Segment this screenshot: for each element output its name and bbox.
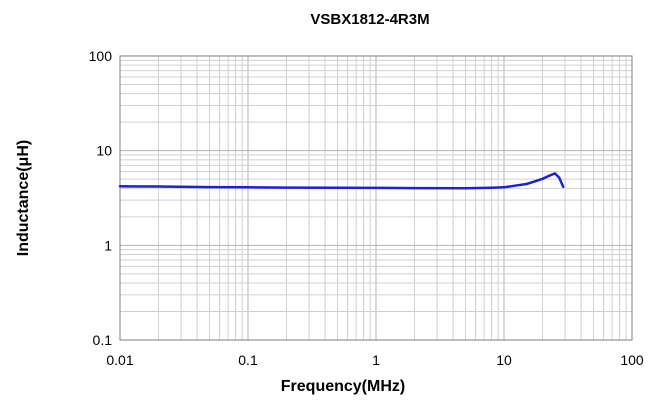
- inductance-series-line: [118, 172, 565, 190]
- y-axis-label: Inductance(μH): [15, 140, 32, 256]
- x-tick-label: 0.1: [238, 352, 258, 368]
- grid: [119, 56, 632, 341]
- x-tick-label: 10: [496, 352, 512, 368]
- series: [118, 172, 565, 190]
- x-tick-label: 1: [372, 352, 380, 368]
- y-tick-label: 100: [89, 48, 113, 64]
- y-tick-label: 10: [96, 143, 112, 159]
- x-tick-label: 0.01: [106, 352, 133, 368]
- x-tick-label: 100: [620, 352, 644, 368]
- tick-labels: 0.01 0.1 1 10 100 0.1 1 10 100: [89, 48, 644, 368]
- plot-area: [119, 55, 633, 341]
- x-axis-label: Frequency(MHz): [281, 378, 405, 395]
- y-tick-label: 1: [104, 237, 112, 253]
- y-tick-label: 0.1: [93, 332, 113, 348]
- chart-title: VSBX1812-4R3M: [310, 11, 429, 28]
